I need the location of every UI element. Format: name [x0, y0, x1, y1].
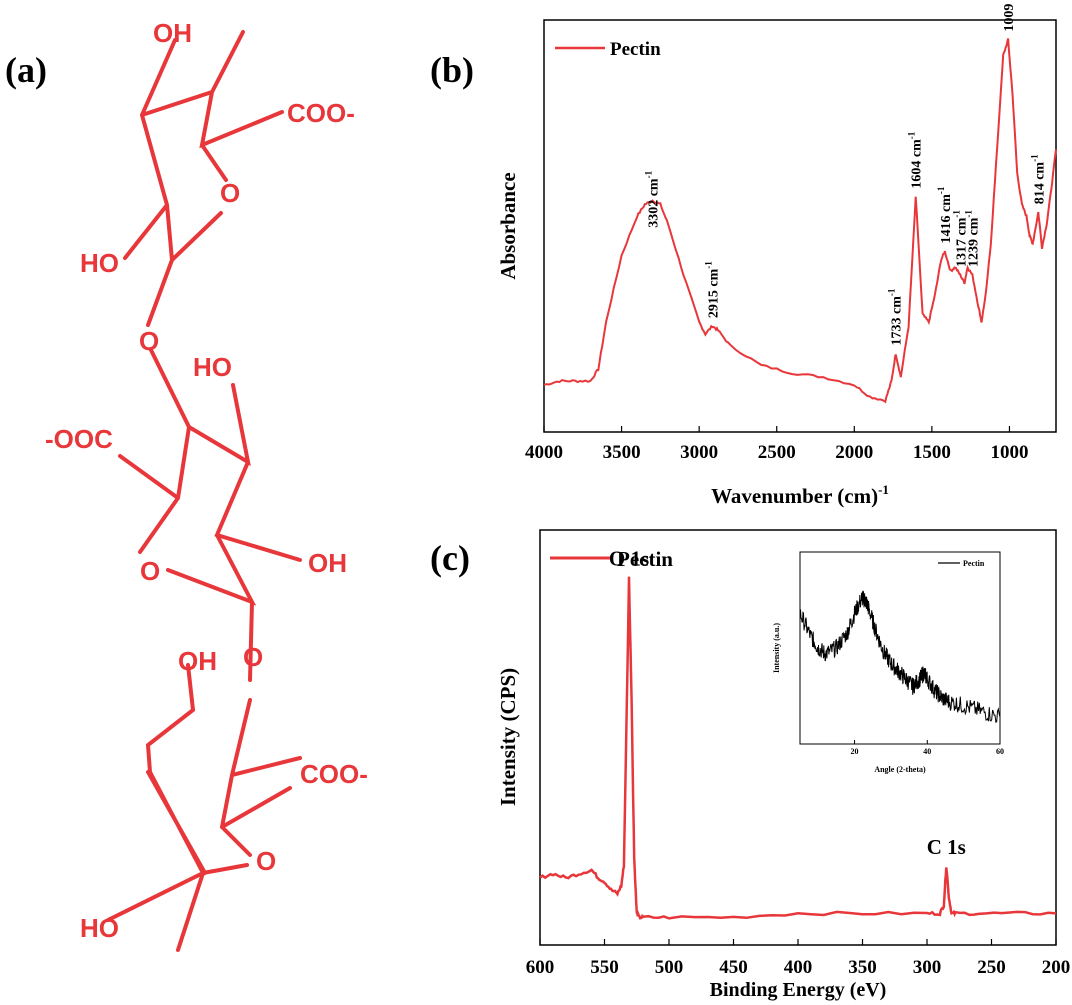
label-coo: COO- — [300, 759, 368, 789]
inset-legend-label: Pectin — [963, 559, 985, 568]
y-axis-label: Absorbance — [496, 172, 520, 279]
inset-frame — [799, 551, 1001, 745]
label-oh: OH — [178, 646, 217, 676]
series-group — [543, 38, 1057, 404]
peak-annotation: 3302 cm-1 — [643, 170, 661, 227]
inset-chart: 20 40 60 Pectin Angle (2-theta) Intensity … — [772, 551, 1004, 774]
x-tick-label: 500 — [655, 957, 684, 978]
inset-series-line-pectin — [799, 590, 1001, 724]
peak-annotation: 1416 cm-1 — [936, 186, 954, 243]
x-tick-label: 550 — [590, 957, 619, 978]
label-ring-o: O — [220, 178, 240, 208]
label-oh: OH — [308, 548, 347, 578]
peak-annotation: 2915 cm-1 — [703, 261, 721, 318]
x-tick-label: 200 — [1042, 957, 1071, 978]
x-axis-label: Binding Energy (eV) — [710, 979, 887, 1001]
peak-annotation: 1239 cm-1 — [963, 210, 981, 267]
x-tick-label: 250 — [977, 957, 1006, 978]
x-tick-label: 3000 — [680, 442, 718, 463]
x-tick-label: 450 — [719, 957, 748, 978]
x-tick-label: 2500 — [758, 442, 796, 463]
y-axis-label: Intensity (CPS) — [496, 668, 520, 806]
peak-annotation: 1009 cm-1 — [999, 0, 1017, 32]
peak-annotation: 1733 cm-1 — [887, 288, 905, 345]
panel-label-c: (c) — [430, 538, 470, 578]
inset-x-tick-label: 40 — [923, 747, 931, 756]
plot-frame — [543, 19, 1057, 433]
structure-labels: OH COO- O HO O HO -OOC O OH O OH COO- O … — [45, 18, 368, 943]
inset-x-tick-label: 60 — [996, 747, 1004, 756]
label-ho: HO — [193, 352, 232, 382]
x-axis-label: Wavenumber (cm)-1 — [711, 482, 889, 508]
x-axis-ticks: 4000 3500 3000 2500 2000 1500 1000 — [525, 426, 1028, 463]
peak-annotations: O 1s C 1s — [609, 546, 966, 859]
x-tick-label: 400 — [784, 957, 813, 978]
x-tick-label: 4000 — [525, 442, 563, 463]
legend-label: Pectin — [617, 547, 673, 571]
label-link-o: O — [139, 326, 159, 356]
x-tick-label: 1500 — [913, 442, 951, 463]
chart-ftir: 4000 3500 3000 2500 2000 1500 1000 3302 cm-1 29… — [496, 0, 1057, 508]
x-tick-label: 300 — [913, 957, 942, 978]
pectin-structure — [106, 30, 302, 952]
peak-annotations: 3302 cm-1 2915 cm-1 1733 cm-1 1604 cm-1 1416… — [643, 0, 1047, 346]
legend-label: Pectin — [610, 39, 661, 60]
structure-bonds-unit-1 — [123, 30, 284, 327]
series-line-pectin — [543, 38, 1057, 404]
x-axis-ticks: 600 550 500 450 400 350 300 250 200 — [526, 939, 1071, 978]
label-oh: OH — [153, 18, 192, 48]
peak-annotation: 814 cm-1 — [1029, 154, 1047, 204]
x-tick-label: 600 — [526, 957, 555, 978]
structure-bonds-unit-3 — [106, 663, 302, 952]
label-ho: HO — [80, 913, 119, 943]
inset-series-group — [799, 590, 1001, 724]
x-tick-label: 1000 — [990, 442, 1028, 463]
x-tick-label: 3500 — [603, 442, 641, 463]
series-group — [539, 576, 1057, 920]
x-tick-label: 2000 — [835, 442, 873, 463]
label-coo: COO- — [287, 98, 355, 128]
label-ring-o: O — [256, 846, 276, 876]
label-link-o: O — [243, 642, 263, 672]
inset-x-tick-label: 20 — [851, 747, 859, 756]
inset-x-axis-label: Angle (2-theta) — [874, 765, 926, 774]
panel-label-b: (b) — [430, 50, 474, 90]
peak-annotation: C 1s — [927, 835, 966, 859]
label-ring-o: O — [140, 556, 160, 586]
chart-xps: 600 550 500 450 400 350 300 250 200 O 1s C 1s Pec… — [496, 529, 1071, 1001]
label-ho: HO — [80, 248, 119, 278]
inset-y-axis-label: Intensity (a.u.) — [772, 623, 781, 673]
label-ooc: -OOC — [45, 424, 113, 454]
panel-label-a: (a) — [5, 50, 47, 90]
peak-annotation: 1317 cm-1 — [951, 210, 969, 267]
structure-bonds-unit-2 — [118, 348, 302, 682]
peak-annotation: 1604 cm-1 — [907, 131, 925, 188]
series-line-pectin — [539, 576, 1057, 920]
peak-annotation: O 1s — [609, 546, 649, 570]
x-tick-label: 350 — [848, 957, 877, 978]
inset-x-ticks: 20 40 60 — [851, 740, 1004, 756]
